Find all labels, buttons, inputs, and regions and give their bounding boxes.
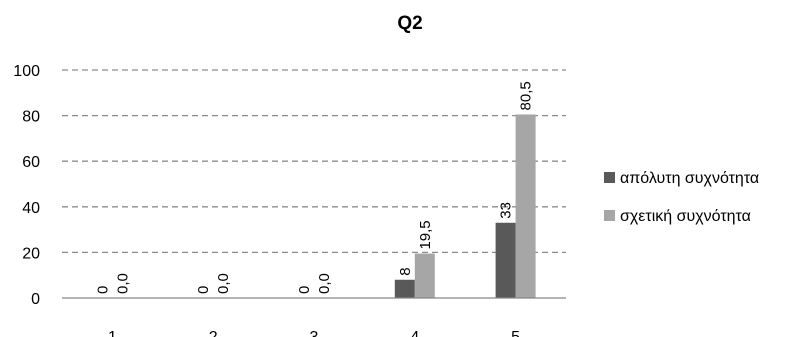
x-tick-label: 4	[410, 329, 419, 337]
y-tick-label: 40	[22, 200, 40, 217]
bar-absolute-5	[495, 222, 516, 298]
data-label: 8	[397, 267, 414, 275]
bar-absolute-4	[394, 279, 415, 298]
data-label: 80,5	[518, 81, 535, 110]
x-tick-label: 1	[108, 329, 117, 337]
y-tick-label: 0	[31, 291, 40, 308]
data-label: 0	[94, 286, 111, 294]
bar-relative-5	[515, 114, 536, 299]
data-label: 0	[296, 286, 313, 294]
gridlines	[62, 69, 566, 254]
legend: απόλυτη συχνότητα σχετική συχνότητα	[604, 170, 759, 225]
y-axis-ticks: 0 20 40 60 80 100	[13, 63, 40, 308]
y-tick-label: 100	[13, 63, 40, 80]
legend-swatch	[604, 172, 615, 183]
y-tick-label: 20	[22, 245, 40, 262]
data-label: 0	[195, 286, 212, 294]
data-label: 0,0	[215, 273, 232, 294]
legend-label: σχετική συχνότητα	[620, 208, 751, 225]
data-label: 0,0	[316, 273, 333, 294]
x-tick-label: 2	[209, 329, 218, 337]
x-tick-label: 5	[511, 329, 520, 337]
y-tick-label: 60	[22, 154, 40, 171]
y-tick-label: 80	[22, 109, 40, 126]
data-label: 33	[498, 202, 515, 219]
chart-title: Q2	[397, 13, 422, 34]
data-label: 19,5	[417, 220, 434, 249]
legend-label: απόλυτη συχνότητα	[620, 170, 759, 187]
data-label: 0,0	[114, 273, 131, 294]
bar-relative-4	[414, 253, 435, 298]
legend-swatch	[604, 210, 615, 221]
bars	[394, 114, 536, 299]
x-axis-ticks: 1 2 3 4 5	[108, 329, 520, 337]
x-tick-label: 3	[310, 329, 319, 337]
